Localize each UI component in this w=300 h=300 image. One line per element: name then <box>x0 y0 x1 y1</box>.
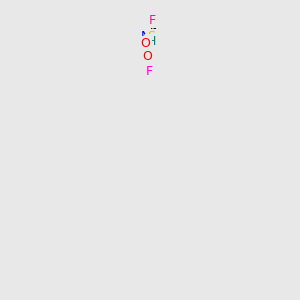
Text: N: N <box>141 30 150 43</box>
Text: O: O <box>142 50 152 63</box>
Text: F: F <box>149 14 156 27</box>
Text: H: H <box>147 35 157 48</box>
Text: F: F <box>146 65 153 78</box>
Text: N: N <box>146 35 155 48</box>
Text: O: O <box>140 37 150 50</box>
Text: S: S <box>148 30 155 43</box>
